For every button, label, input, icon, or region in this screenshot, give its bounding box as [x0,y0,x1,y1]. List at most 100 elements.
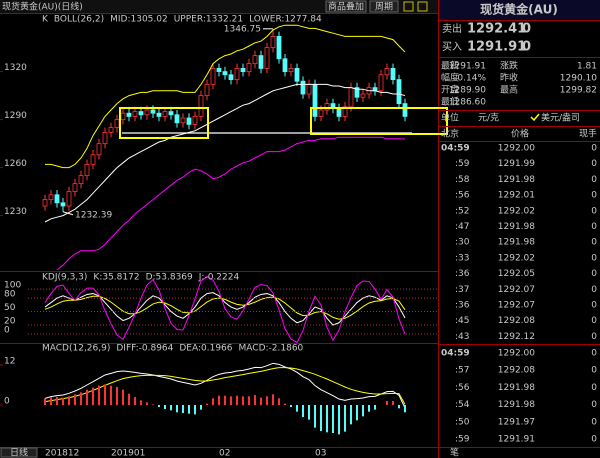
trade-time: :33 [455,253,469,263]
candle-body [162,111,168,117]
stat-value: 1290.10 [560,74,597,84]
charts: 1230 1260 1290 1320 K BOLL(26,2) MID:1305.02 UP… [0,15,438,458]
candle-body [234,68,240,81]
trade-price: 1292.08 [498,366,535,376]
y-tick-label: 1320 [4,63,27,73]
tool-icon[interactable] [417,1,428,12]
trade-price: 1291.91 [498,435,535,445]
y-tick-label: 0 [4,326,10,336]
candle-body [180,117,186,124]
candle-body [54,194,60,204]
column-header: 现手 [579,128,597,140]
trade-price: 1291.98 [498,238,535,248]
trade-volume: 0 [591,175,597,185]
annotation: 1346.75 [224,24,261,34]
candle-body [144,109,150,116]
column-header: 北京 [441,128,459,140]
x-tick-label: 03 [315,449,326,458]
panel-title: MACD(12,26,9) [42,344,110,354]
button-frame[interactable] [369,0,399,13]
trade-volume: 0 [591,253,597,263]
trade-time: :57 [455,366,469,376]
indicator-line [56,136,406,270]
trade-time: :59 [455,159,470,169]
panel-title: KDJ(9,3,3) [42,273,87,283]
candle-body [402,103,408,117]
bidask-volume: 0 [522,22,531,37]
candle-body [336,108,342,117]
y-tick-label: 80 [4,290,16,300]
panel-subtitle: BOLL(26,2) [54,15,104,25]
x-tick-label: 201812 [45,449,79,458]
candle-body [264,47,270,69]
candle-body [306,84,312,95]
trade-volume: 0 [591,332,597,342]
trade-price: 1292.02 [498,253,535,263]
legend-label: K:35.8172 [93,273,139,283]
candle-body [294,68,300,82]
button-frame[interactable] [325,0,367,13]
footer-tab[interactable]: 笔 [450,447,459,458]
panel [44,275,406,343]
candle-body [288,68,294,73]
trade-time: 04:59 [441,144,470,154]
candle-body [354,87,360,98]
trade-time: 04:59 [441,349,470,359]
overlay-button[interactable]: 商品叠加 [328,1,364,13]
trade-volume: 0 [591,159,597,169]
x-tick-label: 02 [219,449,230,458]
trade-volume: 0 [591,435,597,445]
quote-title: 现货黄金(AU) [480,2,558,17]
candle-body [348,87,354,108]
bidask-label: 买入 [442,41,462,53]
trade-volume: 0 [591,238,597,248]
trade-time: :58 [455,175,470,185]
candle-body [240,68,246,73]
candle-body [384,68,390,76]
check-icon [530,113,540,122]
quote-header [439,0,600,20]
y-tick-label: 1290 [4,111,27,121]
stat-label: 最高 [500,84,518,96]
unit-label: 单位 [441,112,459,124]
y-tick-label: 1260 [4,159,27,169]
period-tab[interactable] [0,447,38,458]
trade-time: :50 [455,417,470,427]
trade-time: :56 [455,383,470,393]
bidask-label: 卖出 [442,22,462,35]
candle-body [72,183,78,193]
period-tab-label[interactable]: 日线 [10,447,28,458]
y-tick-label: 12 [4,357,15,367]
y-tick-label: 1230 [4,207,27,217]
trade-time: :37 [455,285,469,295]
candle-body [78,175,84,185]
x-tick-label: 201901 [111,449,145,458]
y-tick-label: 0 [4,397,10,407]
tool-icon[interactable] [403,1,414,12]
candle-body [114,119,120,128]
trade-price: 1291.98 [498,383,535,393]
trade-price: 1291.98 [498,400,535,410]
trade-volume: 0 [591,417,597,427]
trade-price: 1291.99 [498,159,535,169]
candle-body [342,106,348,117]
stat-value: 1.81 [577,62,597,72]
panel [42,24,408,270]
trade-price: 1292.08 [498,316,535,326]
period-button[interactable]: 周期 [375,2,393,13]
candle-body [108,127,114,133]
candle-body [48,194,54,201]
candle-body [168,111,174,116]
trade-price: 1292.02 [498,206,535,216]
trade-price: 1291.97 [498,417,535,427]
candle-body [150,109,156,114]
candle-body [282,58,288,72]
bidask-volume: 0 [522,40,531,55]
candle-body [360,93,366,98]
candle-body [312,84,318,117]
candle-body [96,143,102,156]
candle-body [126,112,132,117]
